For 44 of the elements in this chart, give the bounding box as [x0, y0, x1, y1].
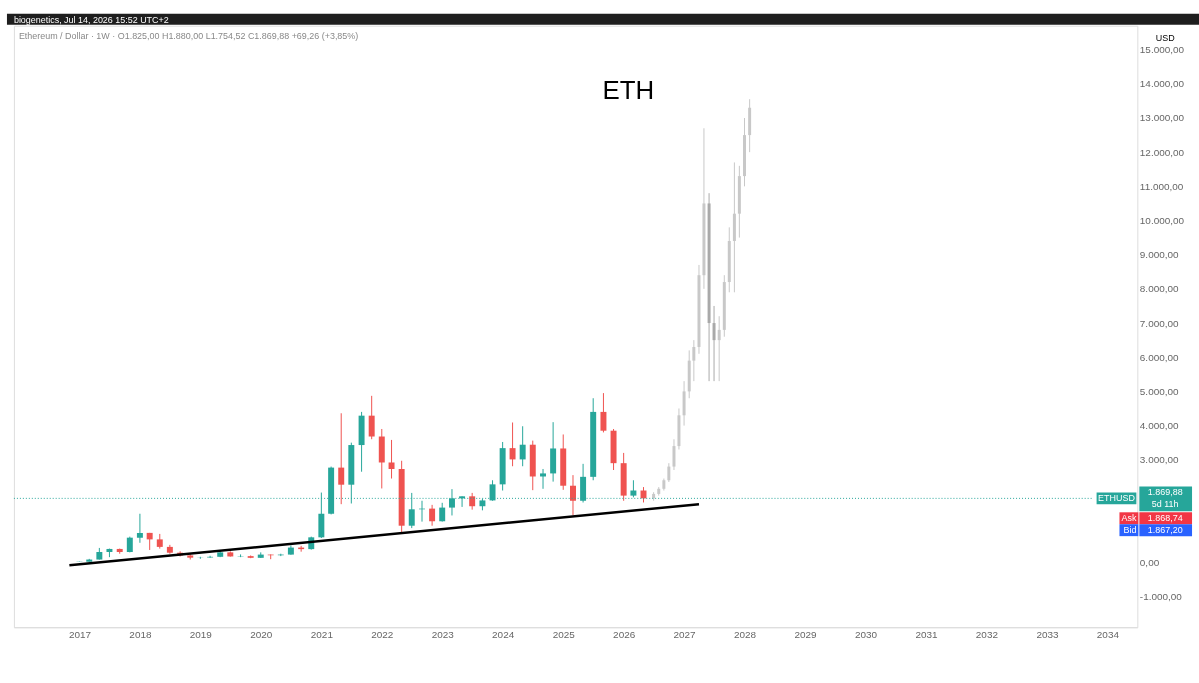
- x-tick-label: 2028: [733, 628, 757, 640]
- x-tick-label: 2025: [552, 628, 576, 640]
- annotation: Bid: [1123, 525, 1137, 536]
- x-tick-label: 2034: [1096, 628, 1120, 640]
- y-tick-label: 11.000,00: [1139, 180, 1184, 192]
- y-tick-label: -1.000,00: [1139, 590, 1183, 602]
- x-tick-label: 2017: [68, 628, 92, 640]
- text: biogenetics, Jul 14, 2026 15:52 UTC+2: [13, 14, 169, 25]
- x-tick-label: 2018: [129, 628, 152, 640]
- y-tick-label: 9.000,00: [1139, 249, 1179, 261]
- x-tick-label: 2032: [975, 628, 999, 640]
- y-tick-label: 14.000,00: [1139, 78, 1185, 90]
- text: 5d 11h: [1151, 499, 1179, 510]
- y-tick-label: 4.000,00: [1139, 420, 1179, 432]
- annotation: Ask: [1121, 513, 1137, 524]
- y-tick-label: 15.000,00: [1139, 44, 1185, 56]
- x-tick-label: 2020: [250, 628, 273, 640]
- text: 1.869,88: [1147, 487, 1183, 498]
- x-tick-label: 2031: [915, 628, 938, 640]
- x-tick-label: 2019: [189, 628, 213, 640]
- x-tick-label: 2029: [794, 628, 818, 640]
- y-tick-label: 0,00: [1139, 556, 1160, 568]
- x-tick-label: 2022: [371, 628, 394, 640]
- x-tick-label: 2030: [854, 628, 878, 640]
- ref-line-label: ETHUSD: [1098, 493, 1136, 504]
- x-tick-label: 2023: [431, 628, 455, 640]
- y-tick-label: 6.000,00: [1139, 351, 1179, 363]
- y-tick-label: 3.000,00: [1139, 454, 1179, 466]
- x-tick-label: 2027: [673, 628, 697, 640]
- y-tick-label: 8.000,00: [1139, 283, 1179, 295]
- annotation: Ethereum / Dollar · 1W · O1.825,00 H1.880,00 L1.754,52 C1.869,88 +69,26 (+3,85%): [18, 30, 359, 41]
- text: 1.867,20: [1147, 525, 1183, 536]
- y-tick-label: 7.000,00: [1139, 317, 1179, 329]
- text: ETH: [602, 76, 655, 105]
- y-tick-label: 12.000,00: [1139, 146, 1185, 158]
- y-tick-label: 13.000,00: [1139, 112, 1185, 124]
- x-tick-label: 2021: [310, 628, 334, 640]
- text: 1.868,74: [1147, 513, 1183, 524]
- y-tick-label: 10.000,00: [1139, 215, 1185, 226]
- x-tick-label: 2024: [492, 628, 515, 640]
- text: USD: [1155, 32, 1176, 43]
- y-tick-label: 5.000,00: [1139, 385, 1179, 397]
- x-tick-label: 2033: [1036, 628, 1059, 640]
- x-tick-label: 2026: [613, 628, 636, 640]
